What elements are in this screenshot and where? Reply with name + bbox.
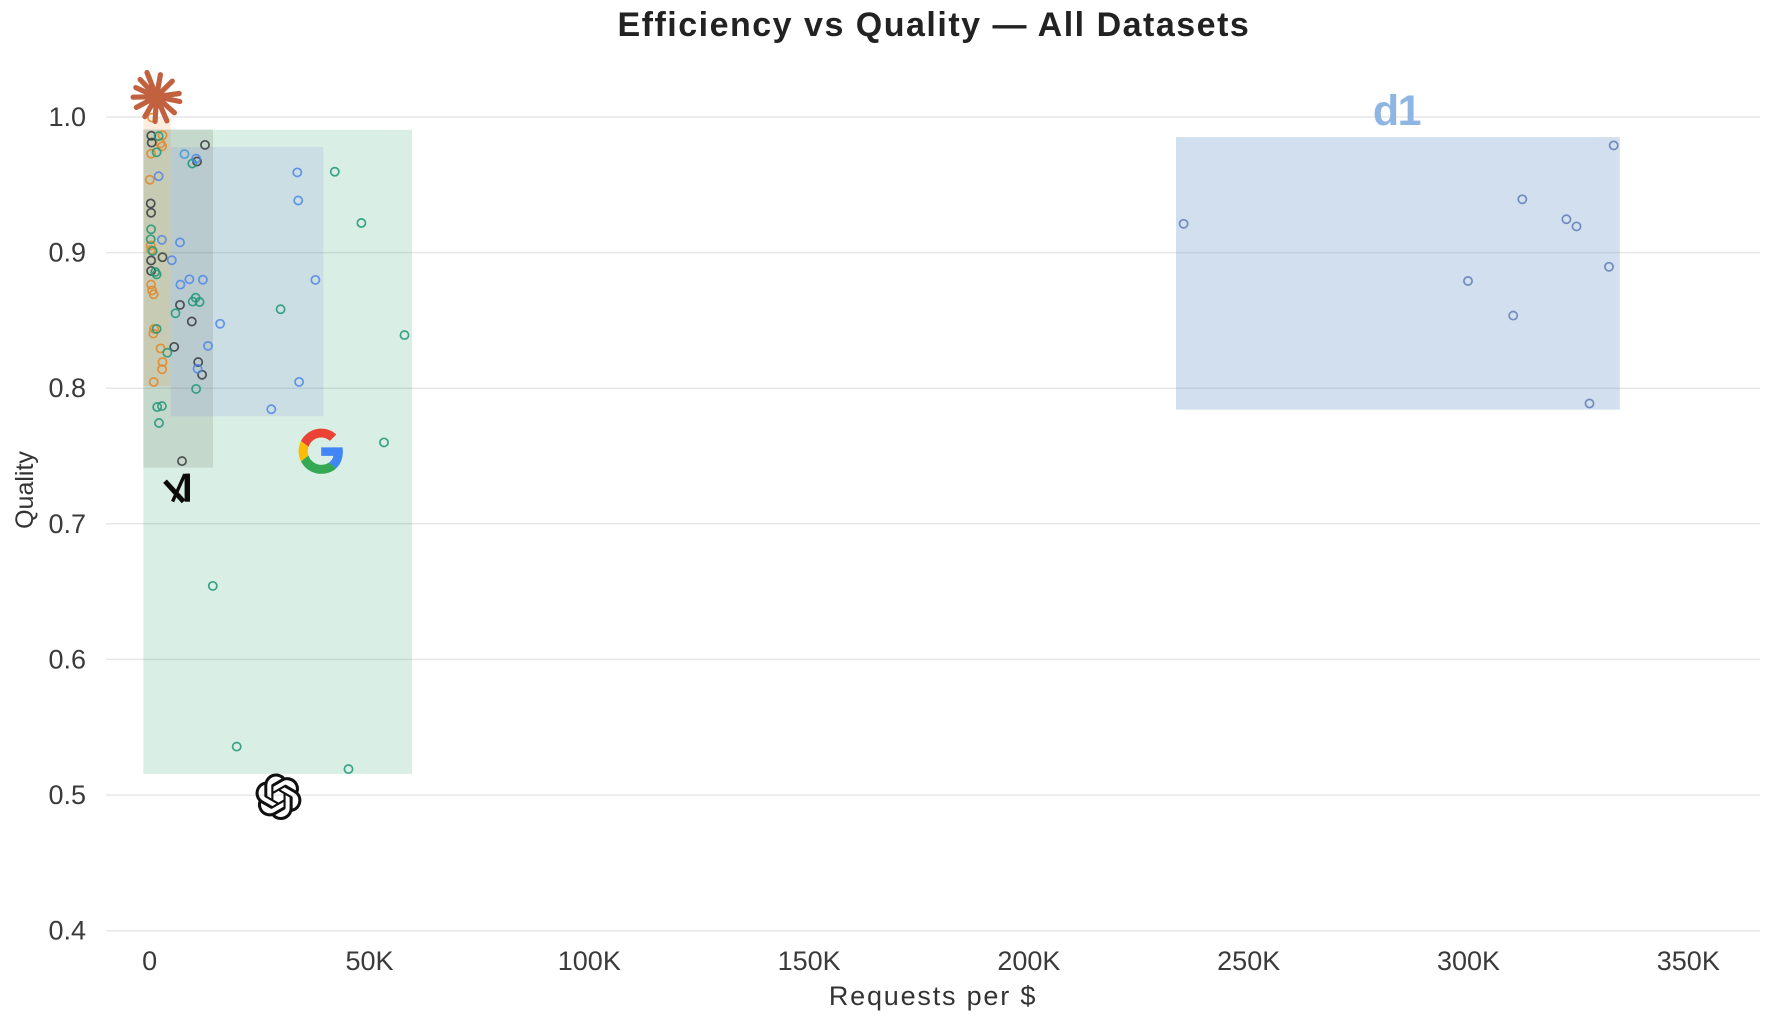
svg-text:0.6: 0.6 [48,644,86,674]
svg-text:Efficiency vs Quality — All Da: Efficiency vs Quality — All Datasets [617,6,1250,44]
svg-text:0.7: 0.7 [48,509,86,539]
svg-text:Quality: Quality [11,451,39,529]
svg-text:d1: d1 [1373,87,1421,135]
svg-text:250K: 250K [1217,946,1280,976]
svg-text:0.8: 0.8 [48,373,86,403]
svg-text:0.4: 0.4 [48,916,86,946]
svg-text:100K: 100K [558,946,621,976]
svg-text:350K: 350K [1657,946,1720,976]
svg-text:50K: 50K [345,946,393,976]
svg-text:300K: 300K [1437,946,1500,976]
svg-text:200K: 200K [997,946,1060,976]
svg-text:1.0: 1.0 [48,102,86,132]
svg-text:150K: 150K [778,946,841,976]
svg-text:0: 0 [142,946,157,976]
svg-text:Requests per $: Requests per $ [829,981,1037,1011]
svg-text:0.9: 0.9 [48,238,86,268]
svg-text:0.5: 0.5 [48,780,86,810]
